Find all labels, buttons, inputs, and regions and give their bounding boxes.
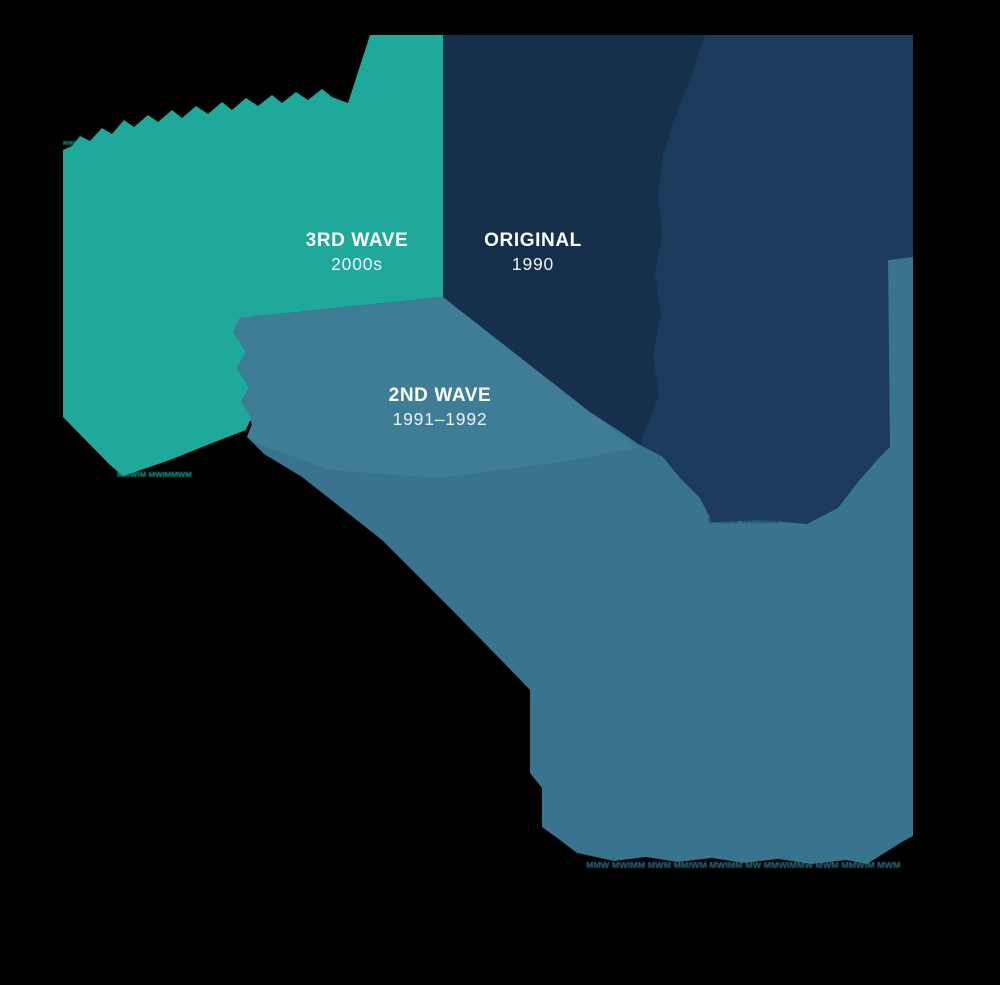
original-wedge-shape: [443, 35, 705, 445]
second-wave-wedge-shape: [233, 297, 638, 478]
third-wave-silhouette-shape: [63, 35, 443, 476]
